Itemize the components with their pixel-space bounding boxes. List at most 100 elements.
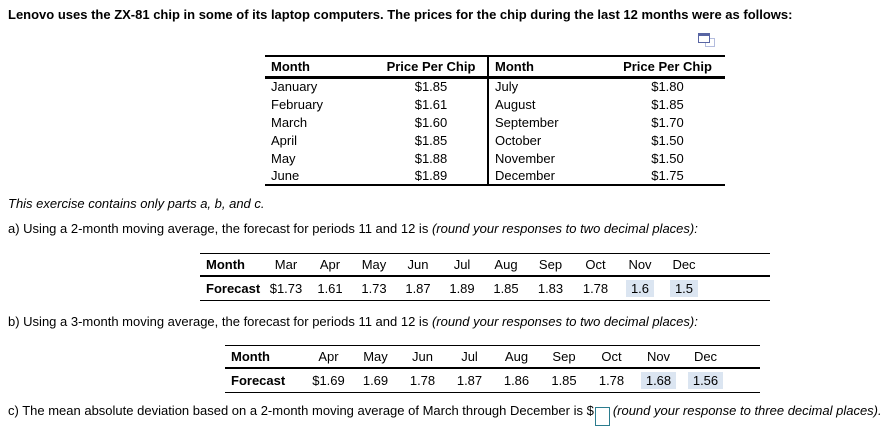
filler-cell	[706, 276, 770, 301]
forecast-answer-nov-3mo[interactable]: 1.68	[640, 371, 677, 389]
filler-cell	[729, 368, 760, 393]
price-table-row: February $1.61 August $1.85	[265, 95, 725, 113]
price-cell: $1.85	[414, 132, 448, 148]
forecast-value: 1.69	[362, 372, 389, 388]
forecast-value: 1.87	[405, 280, 431, 296]
month-row-label: Month	[200, 253, 264, 277]
forecast-row-label: Forecast	[231, 372, 286, 388]
price-table: Month Price Per Chip Month Price Per Chi…	[265, 55, 725, 186]
forecast-value: 1.87	[456, 372, 483, 388]
problem-statement: Lenovo uses the ZX-81 chip in some of it…	[8, 7, 793, 22]
price-cell: $1.75	[651, 168, 684, 183]
month-cell: September	[487, 113, 610, 131]
forecast-value: 1.78	[598, 372, 625, 388]
month-cell: October	[487, 131, 610, 149]
forecast-value: 1.85	[493, 280, 519, 296]
popup-window-icon[interactable]	[698, 33, 715, 47]
price-table-row: January $1.85 July $1.80	[265, 77, 725, 95]
forecast-value: 1.73	[361, 280, 387, 296]
price-cell: $1.80	[651, 79, 684, 95]
month-col: Jun	[399, 345, 446, 369]
month-col: Sep	[540, 345, 588, 369]
forecast-row-label: Forecast	[206, 280, 261, 296]
month-col: Mar	[264, 253, 308, 277]
month-col: Oct	[573, 253, 618, 277]
forecast-value: 1.61	[317, 280, 343, 296]
forecast-b-value-row: Forecast $1.69 1.69 1.78 1.87 1.86 1.85 …	[225, 368, 760, 393]
part-b-prompt-text: b) Using a 3-month moving average, the f…	[8, 314, 432, 329]
mad-answer-input[interactable]	[594, 406, 610, 426]
price-cell: $1.70	[651, 114, 684, 130]
part-a-prompt-text: a) Using a 2-month moving average, the f…	[8, 221, 432, 236]
forecast-value: $1.73	[269, 280, 303, 296]
month-col: Aug	[493, 345, 540, 369]
price-cell: $1.61	[414, 96, 448, 112]
part-c-prompt-text: c) The mean absolute deviation based on …	[8, 403, 594, 418]
month-col: Jul	[446, 345, 493, 369]
forecast-value: 1.86	[503, 372, 530, 388]
month-cell: November	[487, 149, 610, 167]
price-table-row: May $1.88 November $1.50	[265, 149, 725, 167]
month-col: Dec	[682, 345, 729, 369]
price-table-header-month-right: Month	[487, 56, 610, 79]
forecast-value: 1.85	[551, 372, 577, 388]
part-c-prompt: c) The mean absolute deviation based on …	[8, 403, 882, 426]
month-col: Apr	[308, 253, 352, 277]
price-cell: $1.89	[414, 168, 448, 183]
month-col: Oct	[588, 345, 635, 369]
forecast-answer-dec-3mo[interactable]: 1.56	[687, 371, 724, 389]
price-table-header-price-right: Price Per Chip	[610, 56, 725, 79]
forecast-a-month-row: Month Mar Apr May Jun Jul Aug Sep Oct No…	[200, 253, 770, 277]
month-cell: April	[271, 132, 298, 148]
month-cell: January	[271, 79, 318, 95]
month-col: Nov	[635, 345, 682, 369]
price-cell: $1.60	[414, 114, 448, 130]
price-table-row: March $1.60 September $1.70	[265, 113, 725, 131]
price-cell: $1.88	[414, 150, 448, 166]
month-col: Sep	[528, 253, 573, 277]
price-table-header-price-left: Price Per Chip	[375, 56, 488, 79]
price-table-header-month-left: Month	[265, 56, 375, 79]
forecast-value: 1.83	[537, 280, 564, 296]
filler-cell	[706, 253, 770, 277]
price-table-row: April $1.85 October $1.50	[265, 131, 725, 149]
forecast-table-3-month: Month Apr May Jun Jul Aug Sep Oct Nov De…	[225, 345, 760, 393]
filler-cell	[729, 345, 760, 369]
part-a-prompt-italic: (round your responses to two decimal pla…	[431, 221, 698, 236]
forecast-table-2-month: Month Mar Apr May Jun Jul Aug Sep Oct No…	[200, 253, 770, 301]
forecast-b-month-row: Month Apr May Jun Jul Aug Sep Oct Nov De…	[225, 345, 760, 369]
month-cell: May	[271, 150, 296, 166]
price-table-row: June $1.89 December $1.75	[265, 167, 725, 185]
month-cell: July	[487, 77, 610, 95]
forecast-answer-dec-2mo[interactable]: 1.5	[669, 279, 699, 297]
month-col: Apr	[305, 345, 352, 369]
part-b-prompt: b) Using a 3-month moving average, the f…	[8, 314, 698, 329]
forecast-value: $1.69	[312, 372, 345, 388]
month-col: Aug	[484, 253, 528, 277]
month-cell: February	[271, 96, 324, 112]
month-col: Nov	[618, 253, 662, 277]
forecast-value: 1.89	[449, 280, 475, 296]
month-cell: March	[271, 114, 308, 130]
price-cell: $1.50	[651, 132, 684, 148]
month-cell: August	[487, 95, 610, 113]
month-cell: December	[487, 167, 610, 185]
part-a-prompt: a) Using a 2-month moving average, the f…	[8, 221, 698, 236]
price-cell: $1.85	[414, 79, 448, 95]
forecast-a-value-row: Forecast $1.73 1.61 1.73 1.87 1.89 1.85 …	[200, 276, 770, 301]
month-row-label: Month	[225, 345, 305, 369]
month-col: Dec	[662, 253, 706, 277]
price-cell: $1.85	[651, 96, 684, 112]
month-col: Jun	[396, 253, 440, 277]
part-c-prompt-italic: (round your response to three decimal pl…	[612, 403, 882, 418]
month-col: Jul	[440, 253, 484, 277]
price-table-header-row: Month Price Per Chip Month Price Per Chi…	[265, 56, 725, 79]
part-b-prompt-italic: (round your responses to two decimal pla…	[431, 314, 698, 329]
forecast-value: 1.78	[582, 280, 609, 296]
forecast-answer-nov-2mo[interactable]: 1.6	[625, 279, 655, 297]
exercise-note: This exercise contains only parts a, b, …	[8, 196, 265, 211]
popup-window-icon-front	[698, 33, 710, 43]
forecast-value: 1.78	[409, 372, 436, 388]
month-col: May	[352, 345, 399, 369]
